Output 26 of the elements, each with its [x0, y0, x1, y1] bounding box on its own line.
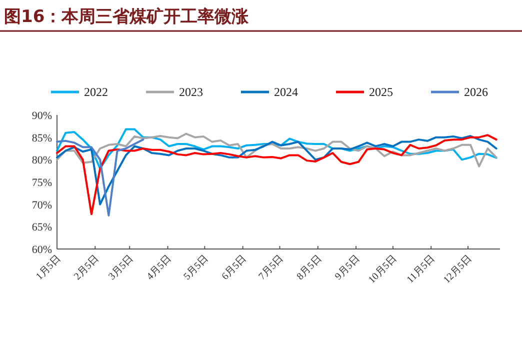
x-tick-label: 10月5日 [366, 253, 400, 286]
line-series [56, 138, 144, 216]
y-tick-label: 80% [32, 154, 52, 167]
x-tick-label: 3月5日 [106, 253, 136, 282]
x-tick-label: 1月5日 [34, 253, 64, 282]
legend-label: 2024 [274, 85, 298, 99]
y-tick-label: 85% [32, 132, 52, 144]
legend-label: 2023 [179, 85, 203, 99]
y-tick-label: 60% [32, 244, 52, 256]
legend-label: 2022 [84, 85, 108, 99]
x-tick-label: 5月5日 [182, 253, 211, 282]
x-tick-label: 11月5日 [404, 253, 438, 286]
legend-label: 2026 [464, 85, 488, 99]
x-tick-label: 9月5日 [333, 253, 362, 282]
chart-title: 图16：本周三省煤矿开工率微涨 [4, 7, 250, 27]
x-tick-label: 7月5日 [256, 253, 286, 282]
x-tick-label: 8月5日 [295, 253, 324, 282]
x-tick-label: 2月5日 [72, 253, 102, 282]
y-tick-label: 75% [32, 177, 52, 189]
legend-label: 2025 [369, 85, 393, 99]
x-tick-label: 4月5日 [144, 253, 174, 282]
y-tick-label: 65% [32, 222, 52, 234]
x-tick-label: 12月5日 [442, 253, 474, 286]
y-tick-label: 70% [32, 199, 52, 212]
x-tick-label: 6月5日 [220, 253, 249, 282]
y-tick-label: 90% [32, 110, 52, 122]
